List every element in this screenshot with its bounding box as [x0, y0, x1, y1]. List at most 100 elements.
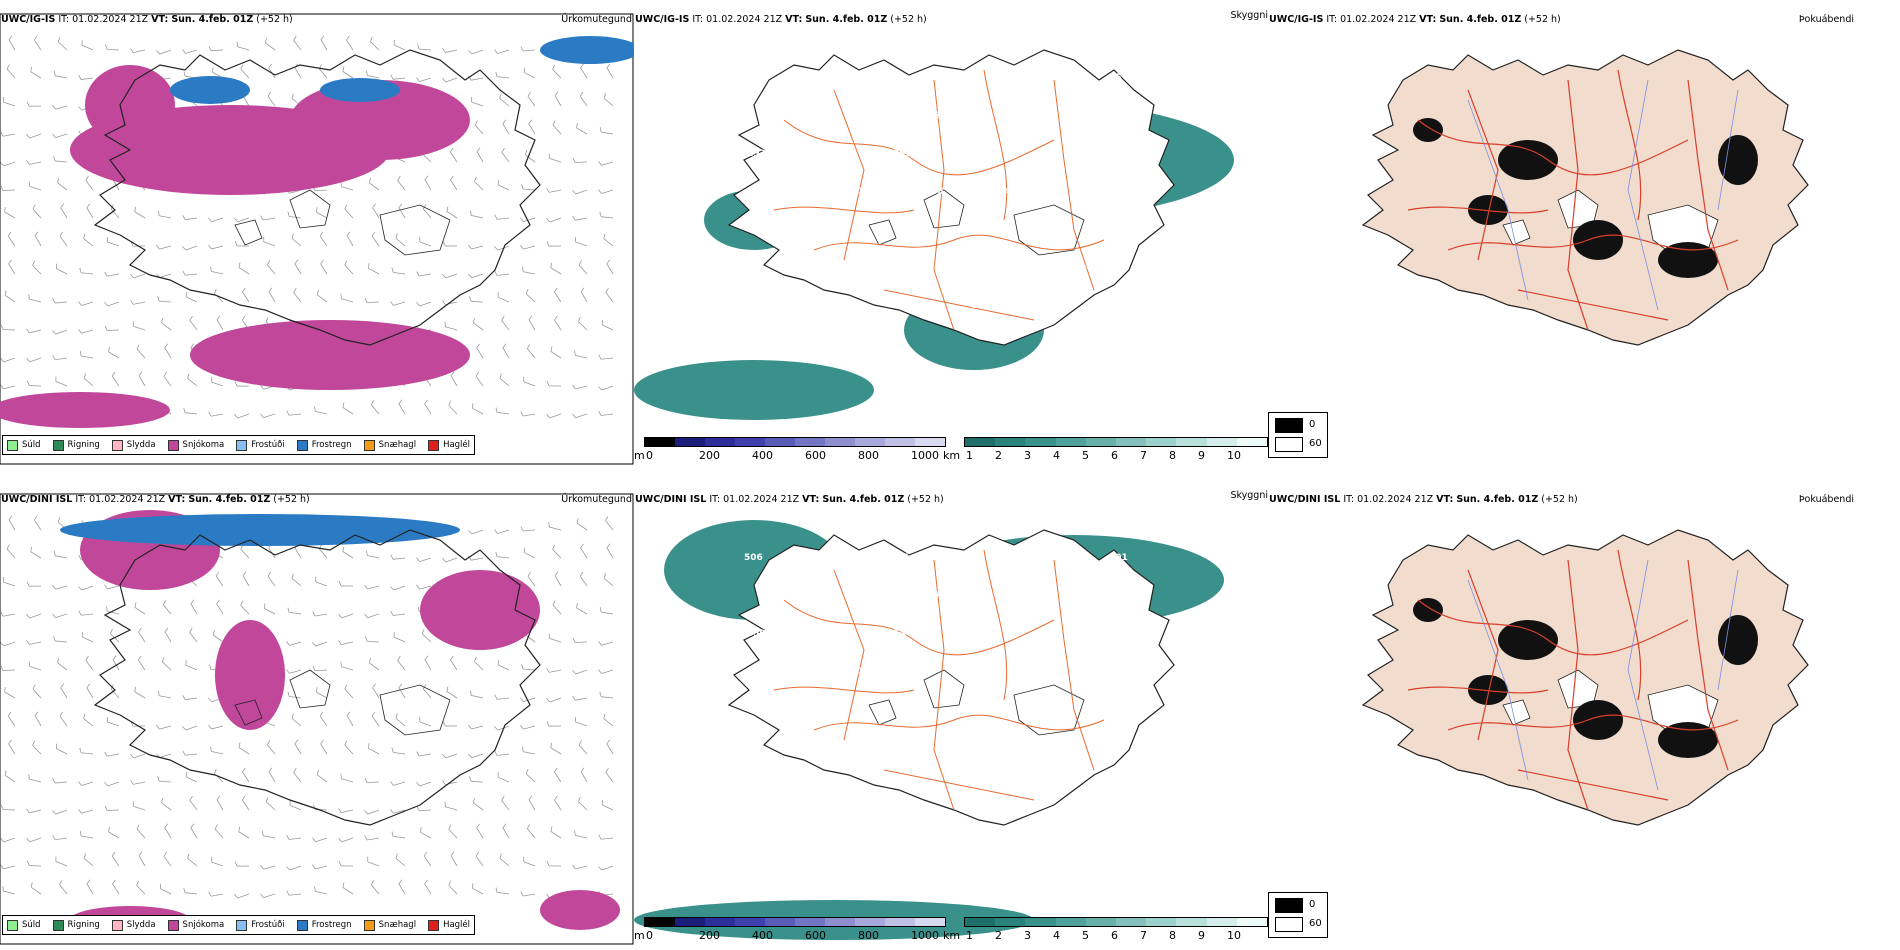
visibility-value-label: 430	[963, 553, 982, 563]
iceland-outline	[1361, 529, 1809, 826]
road-network	[1407, 549, 1739, 811]
visibility-value-label: 433	[1004, 187, 1023, 197]
precip-legend-item: Rigning	[52, 919, 100, 931]
precip-legend-swatch	[167, 439, 179, 451]
colorbar-tick: 400	[752, 929, 773, 942]
precip-legend: Súld Rigning Slydda Snjókoma Frostúði Frostre…	[2, 915, 476, 935]
colorbar-tick: 600	[805, 449, 826, 462]
panel-title: UWC/DINI ISL IT: 01.02.2024 21Z VT: Sun.…	[1, 494, 310, 505]
fog-signal-area	[1573, 700, 1623, 740]
colorbar-tick: 6	[1111, 449, 1118, 462]
fog-legend-label: 60	[1309, 918, 1322, 929]
colorbar-tick: 1000	[911, 929, 939, 942]
colorbar-tick: 2	[995, 449, 1002, 462]
precip-legend-swatch	[236, 439, 248, 451]
fog-signal-area	[1658, 722, 1718, 758]
precip-legend-item: Snjókoma	[167, 439, 224, 451]
precip-legend-label: Rigning	[67, 440, 100, 450]
visibility-value-label: 886	[1074, 591, 1093, 601]
variable-label: Þokuábendi	[1798, 494, 1854, 505]
precip-legend-item: Frostregn	[296, 919, 352, 931]
iceland-outline	[727, 49, 1175, 346]
fog-legend-swatch-0	[1275, 898, 1303, 913]
colorbar-tick: 9	[1198, 929, 1205, 942]
precip-legend-item: Slydda	[111, 439, 156, 451]
precip-legend-swatch	[111, 919, 123, 931]
visibility-value-label: 607	[782, 111, 801, 121]
colorbar-unit: km	[943, 929, 961, 942]
visibility-value-label: 401	[1109, 553, 1128, 563]
visibility-value-label: 204	[1036, 73, 1055, 83]
visibility-value-label: 236	[826, 301, 845, 311]
precip-legend-swatch	[428, 919, 440, 931]
snowfall-area	[85, 65, 175, 145]
fog-legend: 0 60	[1268, 412, 1328, 458]
precip-legend-swatch	[363, 919, 375, 931]
visibility-value-label: 30	[972, 301, 985, 311]
river-network	[1467, 79, 1739, 311]
snowfall-area	[0, 392, 170, 428]
precip-legend-label: Snjókoma	[182, 920, 225, 930]
variable-label: Úrkomutegund	[561, 14, 632, 25]
visibility-value-label: 896	[1007, 263, 1026, 273]
precip-legend: Súld Rigning Slydda Snjókoma Frostúði Frostre…	[2, 435, 476, 455]
colorbar-tick: 5	[1082, 449, 1089, 462]
visibility-value-label: 228	[928, 111, 947, 121]
panel-precip-bottom: UWC/DINI ISL IT: 01.02.2024 21Z VT: Sun.…	[0, 490, 634, 950]
colorbar-tick: 4	[1053, 449, 1060, 462]
low-visibility-area	[634, 360, 874, 420]
precip-legend-swatch	[111, 439, 123, 451]
precip-legend-item: Snjókoma	[167, 919, 225, 931]
snowfall-area	[190, 320, 470, 390]
visibility-value-label: 526	[788, 263, 807, 273]
panel-visibility-bottom: 506 560 795 430 32 401 284 975 674 826 886 550 234 54…	[634, 490, 1268, 950]
colorbar-unit: km	[943, 449, 961, 462]
fog-signal-area	[1468, 195, 1508, 225]
fog-signal-area	[1498, 140, 1558, 180]
visibility-value-label: 313	[744, 73, 763, 83]
precip-legend-item: Súld	[7, 439, 41, 451]
precip-legend-label: Snæhagl	[378, 920, 417, 930]
fog-signal-area	[1413, 118, 1443, 142]
precip-legend-item: Súld	[7, 919, 41, 931]
visibility-value-label: 674	[928, 591, 947, 601]
colorbar-tick: 7	[1140, 449, 1147, 462]
visibility-value-label: 975	[855, 591, 874, 601]
precip-legend-swatch	[296, 439, 308, 451]
snowfall-area	[420, 570, 540, 650]
fog-signal-area	[1413, 598, 1443, 622]
colorbar-tick: 1	[966, 929, 973, 942]
colorbar-unit: m	[634, 929, 645, 942]
colorbar-km	[964, 437, 1268, 447]
fog-signal-area	[1718, 135, 1758, 185]
fog-legend-swatch-0	[1275, 418, 1303, 433]
precip-legend-label: Snæhagl	[378, 440, 417, 450]
visibility-value-label: 3134	[858, 187, 883, 197]
fog-map-top	[1361, 49, 1809, 346]
colorbar-metres	[644, 437, 946, 447]
precip-legend-item: Snæhagl	[363, 919, 417, 931]
visibility-value-label: 963	[1039, 629, 1058, 639]
colorbar-tick: 0	[646, 449, 653, 462]
precip-map-top	[0, 13, 634, 465]
fog-legend-label: 0	[1309, 419, 1316, 430]
colorbar-metres	[644, 917, 946, 927]
fog-signal-area	[1498, 620, 1558, 660]
visibility-value-label: 795	[890, 553, 909, 563]
visibility-value-label: 170	[1115, 225, 1134, 235]
colorbar-tick: 5	[1082, 929, 1089, 942]
panel-title: UWC/DINI ISL IT: 01.02.2024 21Z VT: Sun.…	[635, 494, 944, 505]
precip-legend-label: Frostúði	[251, 440, 285, 450]
variable-label: Skyggni	[1230, 10, 1268, 21]
fog-legend-swatch-60	[1275, 917, 1303, 932]
precip-legend-label: Súld	[22, 920, 41, 930]
panel-visibility-top: 313 648 26 365 204 45 607 282 228 790 308 192 468 298…	[634, 10, 1268, 470]
visibility-value-label: 32	[1036, 553, 1049, 563]
snowfall-area	[290, 80, 470, 160]
precip-legend-item: Snæhagl	[363, 439, 417, 451]
visibility-value-label: 775	[785, 667, 804, 677]
visibility-value-label: 544	[893, 629, 912, 639]
variable-label: Skyggni	[1230, 490, 1268, 501]
precip-legend-item: Haglél	[428, 919, 470, 931]
precip-legend-label: Slydda	[126, 920, 156, 930]
